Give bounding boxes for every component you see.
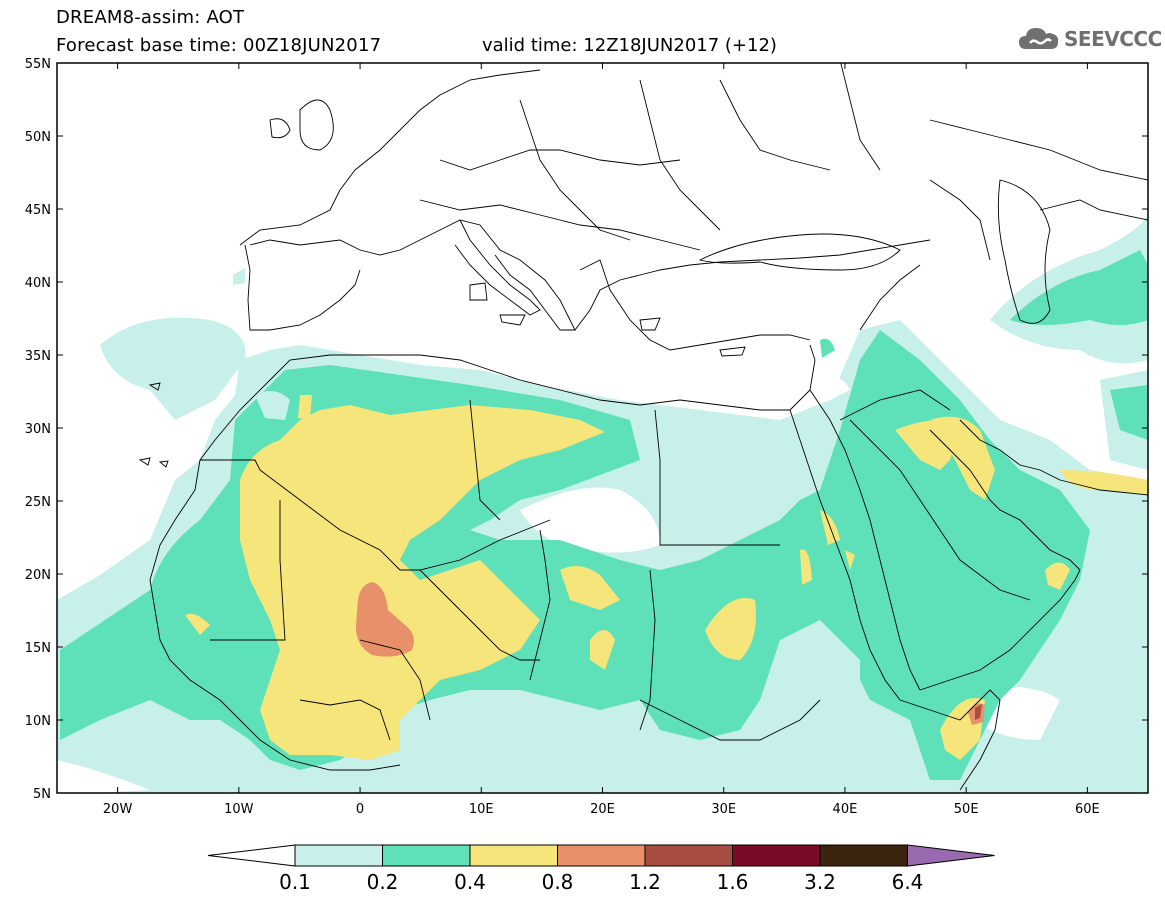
colorbar (207, 844, 995, 867)
colorbar-segment (644, 844, 733, 867)
y-tick-label: 5N (33, 787, 51, 802)
colorbar-label: 3.2 (804, 870, 836, 894)
colorbar-max-arrow (907, 844, 995, 867)
colorbar-label: 1.2 (629, 870, 661, 894)
aot-band-1.2-1.6 (975, 704, 982, 720)
y-tick-label: 35N (25, 349, 51, 364)
colorbar-min-arrow (207, 844, 296, 867)
colorbar-segment (469, 844, 558, 867)
y-tick-label: 45N (25, 203, 51, 218)
y-tick-label: 25N (25, 495, 51, 510)
forecast-base-time: Forecast base time: 00Z18JUN2017 (56, 35, 382, 56)
map-title: DREAM8-assim: AOT (56, 7, 245, 28)
aot-band-0.4-0.8 (185, 395, 1148, 760)
y-tick-label: 10N (25, 714, 51, 729)
colorbar-segment (294, 844, 383, 867)
cloud-icon (1019, 28, 1059, 49)
colorbar-segment (732, 844, 821, 867)
x-tick-label: 60E (1075, 802, 1100, 817)
y-tick-label: 55N (25, 57, 51, 72)
colorbar-segment (557, 844, 646, 867)
x-tick-label: 10E (469, 802, 494, 817)
y-tick-label: 20N (25, 568, 51, 583)
logo-text: SEEVCCC (1064, 27, 1162, 51)
x-tick-label: 30E (711, 802, 736, 817)
colorbar-labels: 0.1 0.2 0.4 0.8 1.2 1.6 3.2 6.4 (0, 870, 1165, 894)
x-tick-label: 0 (356, 802, 364, 817)
colorbar-label: 0.2 (366, 870, 399, 894)
x-tick-label: 10W (224, 802, 254, 817)
colorbar-label: 6.4 (891, 870, 924, 894)
aot-field (57, 63, 1148, 793)
colorbar-segment (382, 844, 471, 867)
y-tick-label: 30N (25, 422, 51, 437)
valid-time: valid time: 12Z18JUN2017 (+12) (482, 35, 777, 56)
x-tick-label: 20W (103, 802, 133, 817)
colorbar-label: 0.8 (541, 870, 574, 894)
x-tick-label: 40E (833, 802, 858, 817)
colorbar-label: 0.1 (279, 870, 311, 894)
coastlines-borders (138, 63, 1148, 791)
colorbar-label: 0.4 (454, 870, 486, 894)
y-tick-label: 40N (25, 276, 51, 291)
y-tick-label: 15N (25, 641, 51, 656)
x-axis: 20W 10W 0 10E 20E 30E 40E 50E 60E (103, 63, 1100, 817)
x-tick-label: 20E (590, 802, 615, 817)
y-tick-label: 50N (25, 130, 51, 145)
colorbar-segment (819, 844, 908, 867)
x-tick-label: 50E (954, 802, 979, 817)
seevccc-logo: SEEVCCC (1018, 24, 1162, 54)
y-axis: 55N 50N 45N 40N 35N 30N 25N 20N 15N 10N 5N (25, 57, 1148, 802)
colorbar-label: 1.6 (716, 870, 749, 894)
